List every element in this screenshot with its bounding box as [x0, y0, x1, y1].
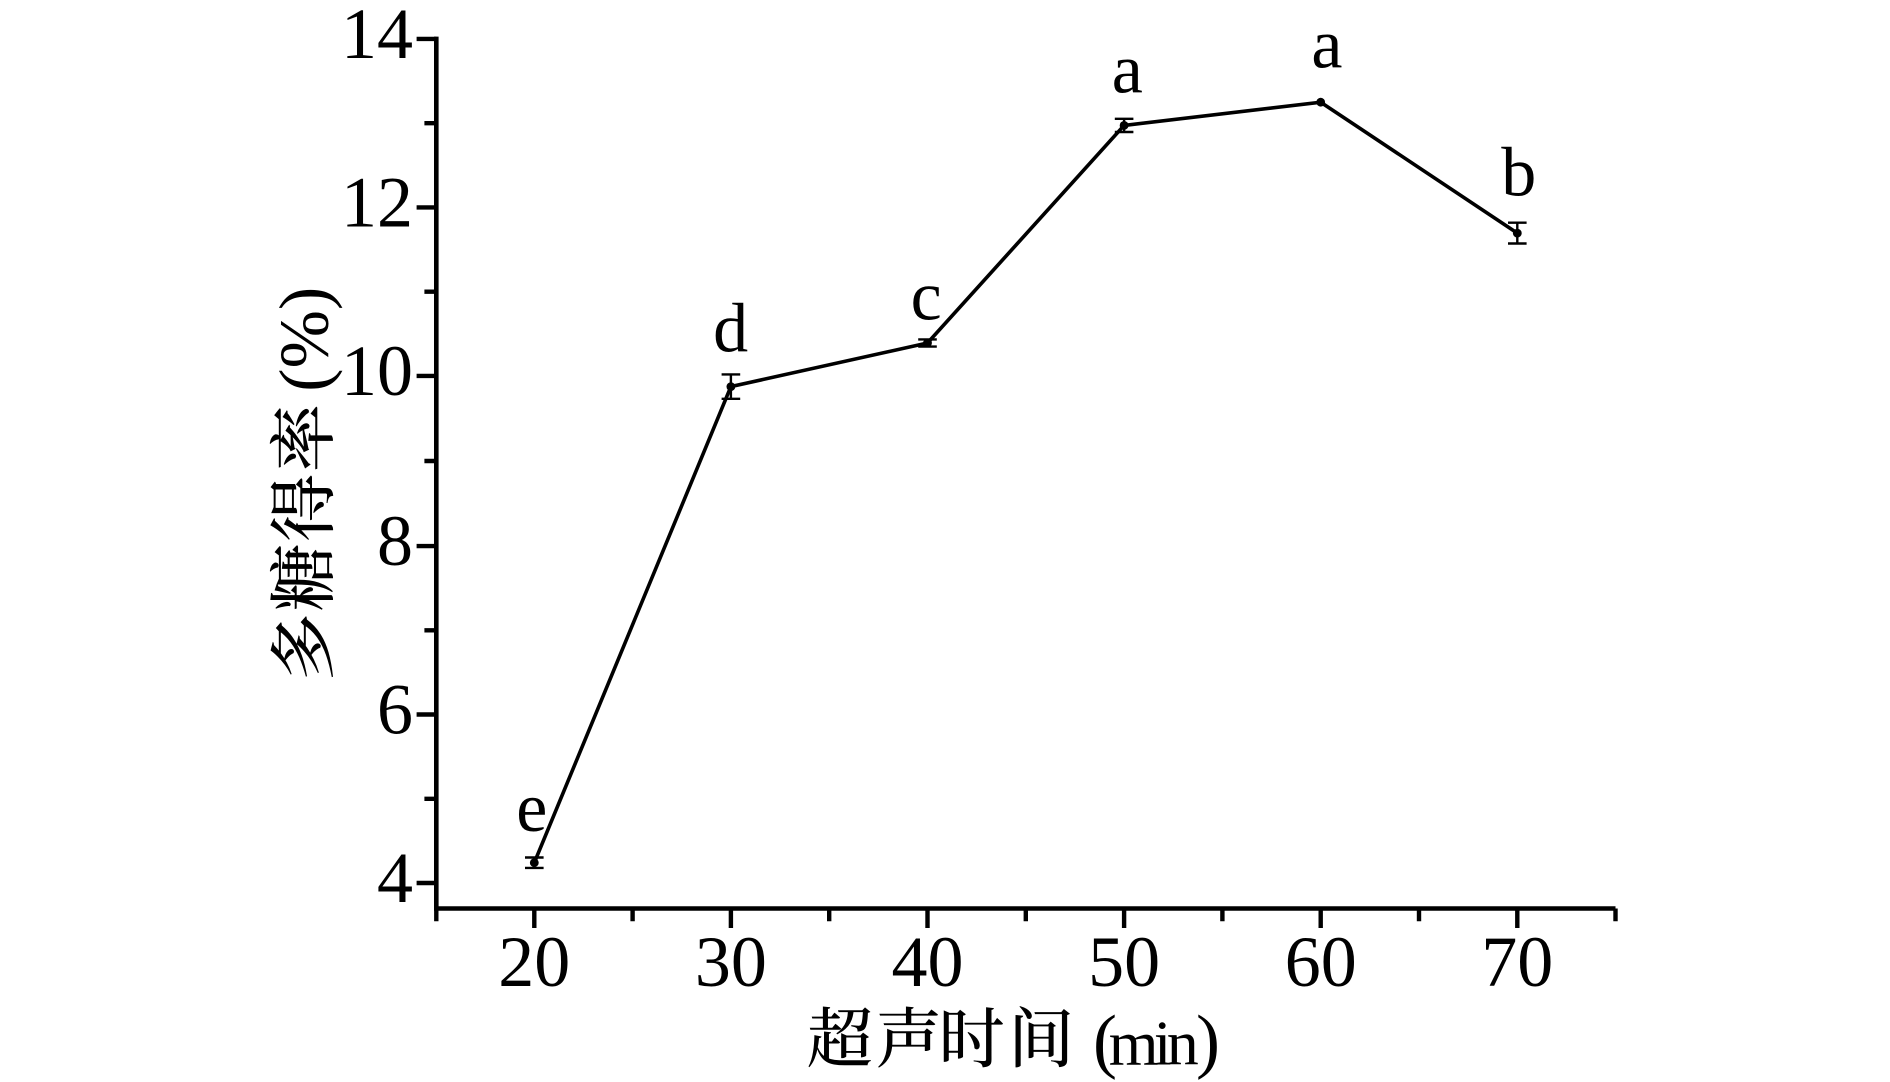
svg-text:c: c — [911, 259, 942, 336]
svg-text:4: 4 — [377, 838, 413, 918]
svg-text:d: d — [713, 291, 748, 368]
svg-text:(: ( — [1093, 1001, 1117, 1081]
svg-text:(%): (%) — [267, 287, 344, 392]
svg-text:14: 14 — [341, 0, 413, 74]
svg-text:a: a — [1112, 32, 1143, 109]
svg-text:a: a — [1311, 7, 1342, 84]
svg-text:e: e — [516, 770, 547, 847]
svg-text:b: b — [1501, 135, 1536, 212]
svg-text:70: 70 — [1481, 922, 1553, 1002]
svg-text:40: 40 — [892, 922, 964, 1002]
svg-text:8: 8 — [377, 501, 413, 581]
svg-text:min: min — [1109, 1008, 1199, 1079]
svg-text:50: 50 — [1088, 922, 1160, 1002]
svg-text:20: 20 — [498, 922, 570, 1002]
svg-text:60: 60 — [1285, 922, 1357, 1002]
svg-text:6: 6 — [377, 670, 413, 750]
svg-text:30: 30 — [695, 922, 767, 1002]
svg-text:10: 10 — [341, 331, 413, 411]
svg-text:): ) — [1196, 1001, 1220, 1081]
svg-text:12: 12 — [341, 162, 413, 242]
